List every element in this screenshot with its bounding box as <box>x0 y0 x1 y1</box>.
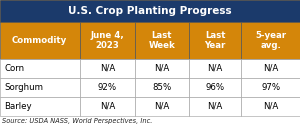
Text: N/A: N/A <box>208 64 223 73</box>
Text: June 4,
2023: June 4, 2023 <box>90 31 124 50</box>
FancyBboxPatch shape <box>0 97 80 116</box>
Text: Corn: Corn <box>4 64 25 73</box>
Text: N/A: N/A <box>208 102 223 111</box>
Text: N/A: N/A <box>100 102 115 111</box>
Text: N/A: N/A <box>154 64 169 73</box>
FancyBboxPatch shape <box>80 78 135 97</box>
Text: N/A: N/A <box>263 64 278 73</box>
Text: N/A: N/A <box>263 102 278 111</box>
FancyBboxPatch shape <box>135 97 189 116</box>
Text: Barley: Barley <box>4 102 32 111</box>
Text: Sorghum: Sorghum <box>4 83 44 92</box>
FancyBboxPatch shape <box>0 22 80 59</box>
Text: 5-year
avg.: 5-year avg. <box>255 31 286 50</box>
FancyBboxPatch shape <box>80 22 135 59</box>
FancyBboxPatch shape <box>0 78 80 97</box>
FancyBboxPatch shape <box>80 59 135 78</box>
FancyBboxPatch shape <box>189 97 242 116</box>
Text: N/A: N/A <box>100 64 115 73</box>
FancyBboxPatch shape <box>189 78 242 97</box>
Text: 92%: 92% <box>98 83 117 92</box>
Text: U.S. Crop Planting Progress: U.S. Crop Planting Progress <box>68 6 232 16</box>
FancyBboxPatch shape <box>242 22 300 59</box>
FancyBboxPatch shape <box>189 22 242 59</box>
FancyBboxPatch shape <box>189 59 242 78</box>
Text: Commodity: Commodity <box>12 36 68 45</box>
Text: Source: USDA NASS, World Perspectives, Inc.: Source: USDA NASS, World Perspectives, I… <box>2 118 153 124</box>
Text: Last
Week: Last Week <box>148 31 176 50</box>
FancyBboxPatch shape <box>0 0 300 22</box>
Text: 85%: 85% <box>152 83 172 92</box>
FancyBboxPatch shape <box>135 78 189 97</box>
Text: 96%: 96% <box>206 83 225 92</box>
FancyBboxPatch shape <box>0 59 80 78</box>
Text: N/A: N/A <box>154 102 169 111</box>
FancyBboxPatch shape <box>80 97 135 116</box>
Text: 97%: 97% <box>261 83 280 92</box>
Text: Last
Year: Last Year <box>205 31 226 50</box>
FancyBboxPatch shape <box>242 97 300 116</box>
FancyBboxPatch shape <box>242 78 300 97</box>
FancyBboxPatch shape <box>242 59 300 78</box>
FancyBboxPatch shape <box>135 22 189 59</box>
FancyBboxPatch shape <box>135 59 189 78</box>
